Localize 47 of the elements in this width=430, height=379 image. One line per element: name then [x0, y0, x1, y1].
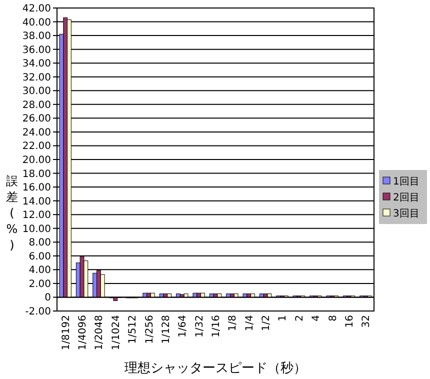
- y-tick-label: 14.00: [22, 196, 51, 208]
- x-tick-label: 16: [344, 315, 356, 328]
- y-tick-label: 12.00: [22, 210, 51, 222]
- legend-label: 1回目: [393, 176, 420, 188]
- x-tick-label: 1/2: [261, 315, 272, 332]
- x-tick-label: 4: [311, 315, 322, 322]
- y-tick-label: 40.00: [22, 17, 51, 28]
- y-tick-label: -2.00: [25, 306, 51, 318]
- x-tick-label: 1/8192: [60, 315, 72, 350]
- x-tick-label: 1/64: [178, 315, 189, 338]
- x-tick-label: 1: [278, 315, 289, 322]
- y-axis-title: 誤差(%): [6, 174, 18, 252]
- y-tick-label: 2.00: [28, 278, 51, 290]
- y-tick-label: 38.00: [22, 31, 51, 42]
- x-tick-label: 1/4: [244, 315, 256, 332]
- x-tick-label: 1/512: [128, 315, 139, 344]
- y-tick-label: 6.00: [28, 251, 51, 262]
- x-tick-label: 1/2048: [94, 315, 106, 350]
- y-tick-label: 28.00: [22, 100, 51, 111]
- y-tick-label: 8.00: [28, 238, 51, 249]
- legend-label: 3回目: [393, 208, 420, 220]
- y-tick-label: 18.00: [22, 168, 51, 180]
- x-tick-label: 1/16: [211, 315, 222, 338]
- x-tick-label: 1/4096: [78, 315, 89, 350]
- y-tick-label: 26.00: [22, 114, 51, 125]
- y-tick-label: 4.00: [28, 265, 51, 276]
- x-tick-label: 1/128: [160, 315, 172, 344]
- x-tick-label: 1/1024: [110, 315, 122, 350]
- x-tick-label: 1/256: [144, 315, 156, 344]
- y-tick-label: 32.00: [22, 72, 51, 84]
- y-tick-label: 34.00: [22, 58, 51, 70]
- x-tick-label: 1/8: [228, 315, 239, 332]
- y-tick-label: 20.00: [22, 155, 51, 166]
- x-tick-label: 8: [328, 315, 339, 322]
- y-tick-label: 22.00: [22, 141, 51, 152]
- y-tick-label: 24.00: [22, 127, 51, 138]
- x-tick-label: 1/32: [194, 315, 206, 338]
- y-tick-label: 42.00: [22, 4, 51, 14]
- y-tick-label: 30.00: [22, 86, 51, 98]
- y-tick-label: 16.00: [22, 182, 51, 194]
- y-tick-label: 10.00: [22, 224, 51, 235]
- x-tick-label: 32: [361, 315, 372, 328]
- y-tick-label: 36.00: [22, 44, 51, 56]
- x-tick-label: 2: [294, 315, 306, 322]
- y-tick-label: 0: [44, 292, 51, 304]
- legend-label: 2回目: [393, 192, 420, 204]
- x-axis-title: 理想シャッタースピード（秒）: [124, 361, 306, 376]
